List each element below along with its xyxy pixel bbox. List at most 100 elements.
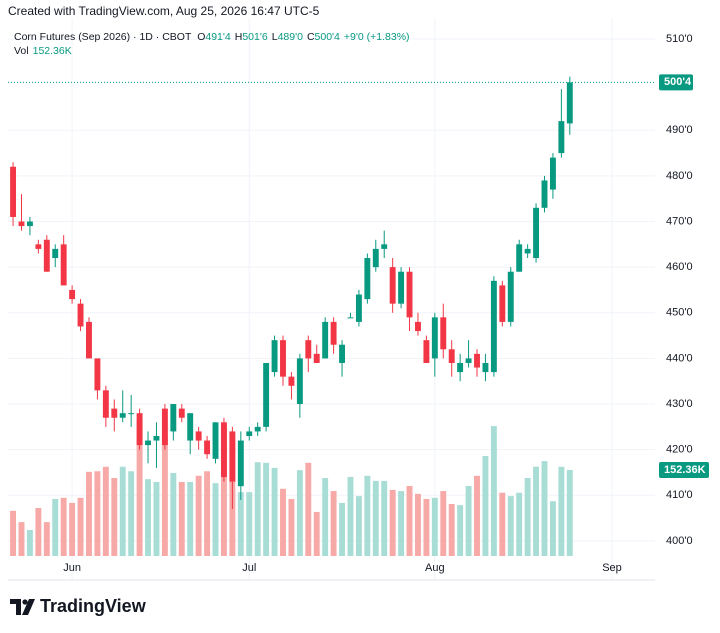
candle-body xyxy=(313,353,320,363)
y-tick-label: 490'0 xyxy=(666,124,693,136)
volume-bar xyxy=(482,456,489,556)
candle-body xyxy=(187,413,194,441)
candle-body xyxy=(381,244,388,249)
candle-body xyxy=(220,422,227,478)
candle-body xyxy=(499,285,506,322)
legend-key: O xyxy=(197,31,205,43)
candle-body xyxy=(86,321,92,359)
candle-body xyxy=(389,267,396,304)
volume-bar xyxy=(431,497,438,556)
x-tick-label: Sep xyxy=(602,562,622,574)
legend-key: C xyxy=(307,31,315,43)
volume-bar xyxy=(195,475,202,556)
y-tick-label: 400'0 xyxy=(666,535,693,547)
last-price-tag xyxy=(659,74,693,91)
volume-bar xyxy=(212,483,219,556)
volume-bar xyxy=(254,462,261,556)
volume-bar xyxy=(465,485,472,556)
volume-bar xyxy=(35,507,42,556)
volume-bar xyxy=(296,470,303,556)
candle-body xyxy=(296,358,303,405)
volume-bar xyxy=(237,492,244,556)
candle-body xyxy=(10,166,17,217)
candle-body xyxy=(288,376,295,386)
volume-bar xyxy=(111,478,118,556)
volume-bar xyxy=(94,471,101,556)
brand: TradingView xyxy=(40,596,147,616)
volume-bar xyxy=(507,496,514,556)
y-tick-label: 460'0 xyxy=(666,261,693,273)
header: Created with TradingView.com, Aug 25, 20… xyxy=(8,4,320,18)
candle-body xyxy=(35,244,42,249)
candle-body xyxy=(136,413,143,446)
legend-value: 491'4 xyxy=(205,31,231,43)
candle-body xyxy=(102,390,109,418)
candle-body xyxy=(305,340,312,359)
candle-body xyxy=(77,303,84,327)
volume-bar xyxy=(372,480,379,556)
volume-bar xyxy=(364,475,371,556)
candle-body xyxy=(280,340,286,377)
candle-body xyxy=(566,82,573,124)
candle-body xyxy=(347,317,354,319)
volume-bar xyxy=(516,492,523,556)
volume-bar xyxy=(524,478,531,556)
candle-body xyxy=(246,431,253,436)
volume-bar xyxy=(322,478,329,556)
legend-value: 489'0 xyxy=(278,31,304,43)
logo xyxy=(10,599,35,615)
marks: 500'4 152.36K xyxy=(8,74,709,556)
candle-body xyxy=(263,362,270,427)
volume-bar xyxy=(398,491,405,556)
candle-body xyxy=(423,340,430,363)
candle-body xyxy=(26,221,33,227)
volume-bar xyxy=(102,466,109,556)
volume-bar xyxy=(381,480,388,556)
volume-bar xyxy=(170,472,177,556)
legend-key: H xyxy=(235,31,243,43)
candle-body xyxy=(119,413,126,418)
volume-bar xyxy=(136,421,143,556)
candle-body xyxy=(111,408,118,418)
candle-body xyxy=(482,362,489,373)
volume-bar xyxy=(246,492,253,556)
candle-body xyxy=(355,294,362,322)
volume-bar xyxy=(280,488,286,556)
candle-body xyxy=(52,248,59,259)
candle-body xyxy=(431,317,438,359)
legend-key: L xyxy=(272,31,278,43)
legend-value: 500'4 xyxy=(315,31,341,43)
candle-body xyxy=(43,239,50,272)
candle-body xyxy=(448,349,455,363)
volume-bar xyxy=(187,482,194,556)
volume-bar xyxy=(69,502,76,556)
volume-bar xyxy=(474,475,480,556)
y-tick-label: 480'0 xyxy=(666,170,693,182)
volume-bar xyxy=(60,497,67,556)
candle-body xyxy=(507,271,514,322)
candle-body xyxy=(533,207,540,259)
volume-bar xyxy=(305,462,312,556)
candle-body xyxy=(204,440,211,455)
y-tick-label: 430'0 xyxy=(666,398,693,410)
candle-body xyxy=(94,358,101,391)
volume-bar xyxy=(128,471,135,556)
volume-legend: Vol 152.36K xyxy=(14,45,72,57)
candle-body xyxy=(170,404,177,432)
candle-body xyxy=(212,422,219,459)
volume-bar xyxy=(153,482,160,556)
volume-bar xyxy=(499,492,506,556)
volume-tag xyxy=(659,461,709,478)
y-tick-label: 420'0 xyxy=(666,444,693,456)
volume-bar xyxy=(558,466,565,556)
grid: 400'0 410'0 420'0 430'0 440'0 450'0 460'0 470'0… xyxy=(8,18,693,580)
volume-bar xyxy=(263,462,270,556)
volume-bar xyxy=(355,496,362,556)
candle-body xyxy=(364,258,371,300)
candle-body xyxy=(406,271,413,318)
volume-bar xyxy=(415,493,421,556)
candle-body xyxy=(18,221,25,227)
volume-bar xyxy=(389,489,396,556)
volume-bar xyxy=(330,491,337,556)
